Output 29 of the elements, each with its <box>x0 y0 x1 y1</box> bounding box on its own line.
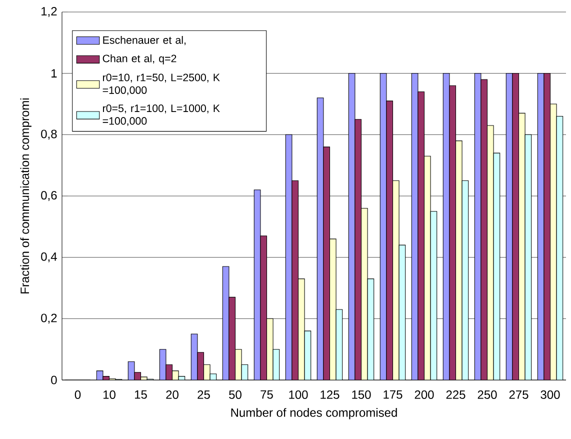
x-tick-label: 225 <box>446 390 466 399</box>
legend-label: Chan et al, q=2 <box>102 54 176 64</box>
legend-label: r0=10, r1=50, L=2500, K =100,000 <box>102 74 220 96</box>
x-tick-label: 0 <box>74 390 81 399</box>
x-tick-label: 250 <box>478 390 497 399</box>
y-tick-label: 1 <box>52 69 57 78</box>
x-tick-label: 150 <box>352 390 371 399</box>
x-tick-label: 200 <box>414 390 434 399</box>
y-axis-title: Fraction of communication compromi <box>20 98 32 294</box>
y-tick-label: 0,2 <box>41 314 57 324</box>
x-tick-label: 25 <box>198 390 210 399</box>
x-tick-label: 50 <box>229 390 242 399</box>
x-tick-label: 300 <box>540 390 560 399</box>
x-tick-label: 15 <box>135 390 147 399</box>
x-tick-label: 10 <box>104 390 116 399</box>
y-tick-label: 0 <box>51 376 57 384</box>
y-tick-label: 0,4 <box>41 252 57 262</box>
x-tick-label: 75 <box>260 390 273 399</box>
y-tick-label: 0,8 <box>41 130 57 140</box>
x-axis-title: Number of nodes compromised <box>231 408 397 420</box>
x-tick-label: 100 <box>289 390 308 399</box>
x-tick-label: 20 <box>166 390 178 399</box>
x-tick-label: 275 <box>509 390 528 399</box>
x-tick-label: 125 <box>320 390 340 399</box>
y-tick-label: 0,6 <box>41 191 57 201</box>
legend-label: Eschenauer et al, <box>103 36 186 46</box>
x-tick-label: 175 <box>384 390 402 399</box>
y-tick-label: 1,2 <box>42 7 57 17</box>
legend-label: r0=5, r1=100, L=1000, K =100,000 <box>102 104 220 126</box>
